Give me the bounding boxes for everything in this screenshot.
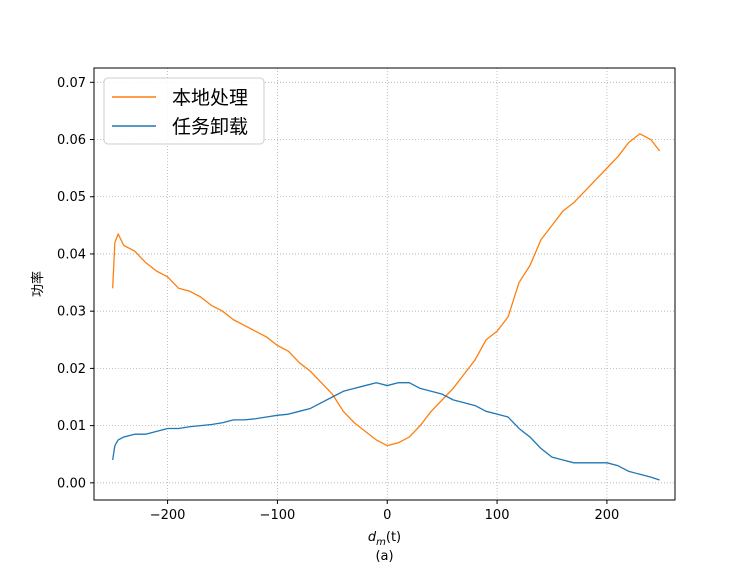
x-tick-label: 0 bbox=[383, 508, 391, 523]
series-line-local bbox=[112, 133, 661, 447]
legend-label-offload: 任务卸载 bbox=[172, 116, 248, 138]
x-tick-label: −200 bbox=[150, 508, 186, 523]
y-axis-label: 功率 bbox=[30, 271, 46, 297]
y-tick-label: 0.03 bbox=[57, 305, 86, 320]
x-axis-label-sub: m bbox=[376, 537, 386, 548]
y-tick-label: 0.07 bbox=[57, 76, 86, 91]
series-layer bbox=[112, 133, 661, 481]
x-axis-label-base: d bbox=[368, 530, 377, 545]
plot-frame bbox=[93, 67, 676, 501]
y-tick-label: 0.06 bbox=[57, 133, 86, 148]
tick-layer: −200 −100 0 100 200 0.00 0.01 0.02 0.03 0.04 0.05 0… bbox=[57, 76, 619, 523]
legend-box bbox=[103, 77, 265, 145]
x-tick-label: 200 bbox=[594, 508, 619, 523]
y-tick-label: 0.02 bbox=[57, 362, 86, 377]
y-tick-label: 0.04 bbox=[57, 247, 86, 262]
series-line-offload bbox=[112, 382, 660, 481]
legend: 本地处理 任务卸载 bbox=[103, 77, 265, 145]
x-axis-label-rest: (t) bbox=[386, 530, 401, 545]
x-axis-label: dm(t) bbox=[368, 530, 401, 548]
y-tick-label: 0.05 bbox=[57, 190, 86, 205]
legend-label-local: 本地处理 bbox=[172, 87, 248, 109]
x-tick-label: 100 bbox=[485, 508, 510, 523]
y-tick-label: 0.00 bbox=[57, 476, 86, 491]
chart-caption: (a) bbox=[375, 549, 393, 562]
y-tick-label: 0.01 bbox=[57, 419, 86, 434]
x-tick-label: −100 bbox=[260, 508, 296, 523]
